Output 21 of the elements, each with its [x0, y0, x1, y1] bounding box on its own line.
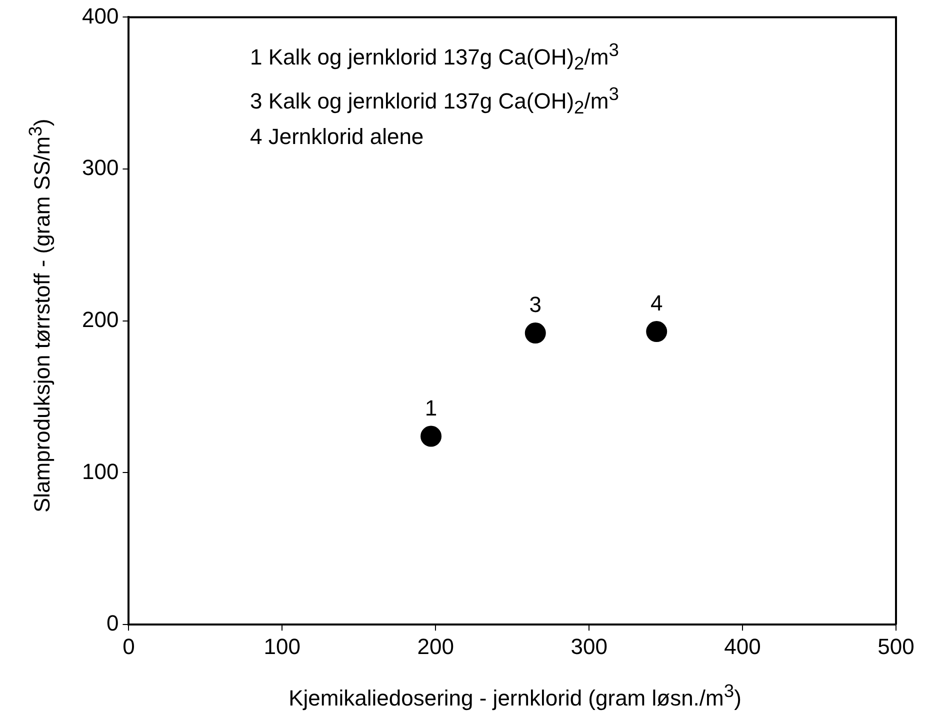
y-tick-label: 200: [82, 306, 119, 332]
point: [524, 322, 546, 344]
x-tick-label: 300: [570, 634, 608, 659]
x-tick-label: 200: [417, 634, 454, 659]
x-tick-label: 400: [724, 634, 761, 659]
x-tick-label: 100: [264, 634, 301, 659]
point: [646, 321, 668, 342]
annotation: 1 Kalk og jernklorid 137g Ca(OH)$_{2}$/m$^{3}$: [250, 38, 619, 76]
point: [420, 426, 442, 447]
y-tick-label: 400: [82, 3, 119, 28]
annotation: 1: [424, 395, 438, 420]
x-tick-label: 500: [878, 634, 914, 659]
annotation: 3: [529, 292, 542, 318]
y-tick-label: 300: [82, 155, 119, 180]
x-axis-title: Kjemikaliedosering - jernklorid (gram løsn./m$^{3}$): [288, 680, 742, 712]
annotation: 4: [650, 290, 663, 316]
annotation: 3 Kalk og jernklorid 137g Ca(OH)$_{2}$/m$^{3}$: [250, 82, 619, 120]
x-tick-label: 0: [122, 634, 135, 659]
y-tick-label: 100: [82, 458, 119, 484]
y-tick-label: 0: [106, 610, 119, 636]
annotation: 4 Jernklorid alene: [250, 123, 425, 152]
